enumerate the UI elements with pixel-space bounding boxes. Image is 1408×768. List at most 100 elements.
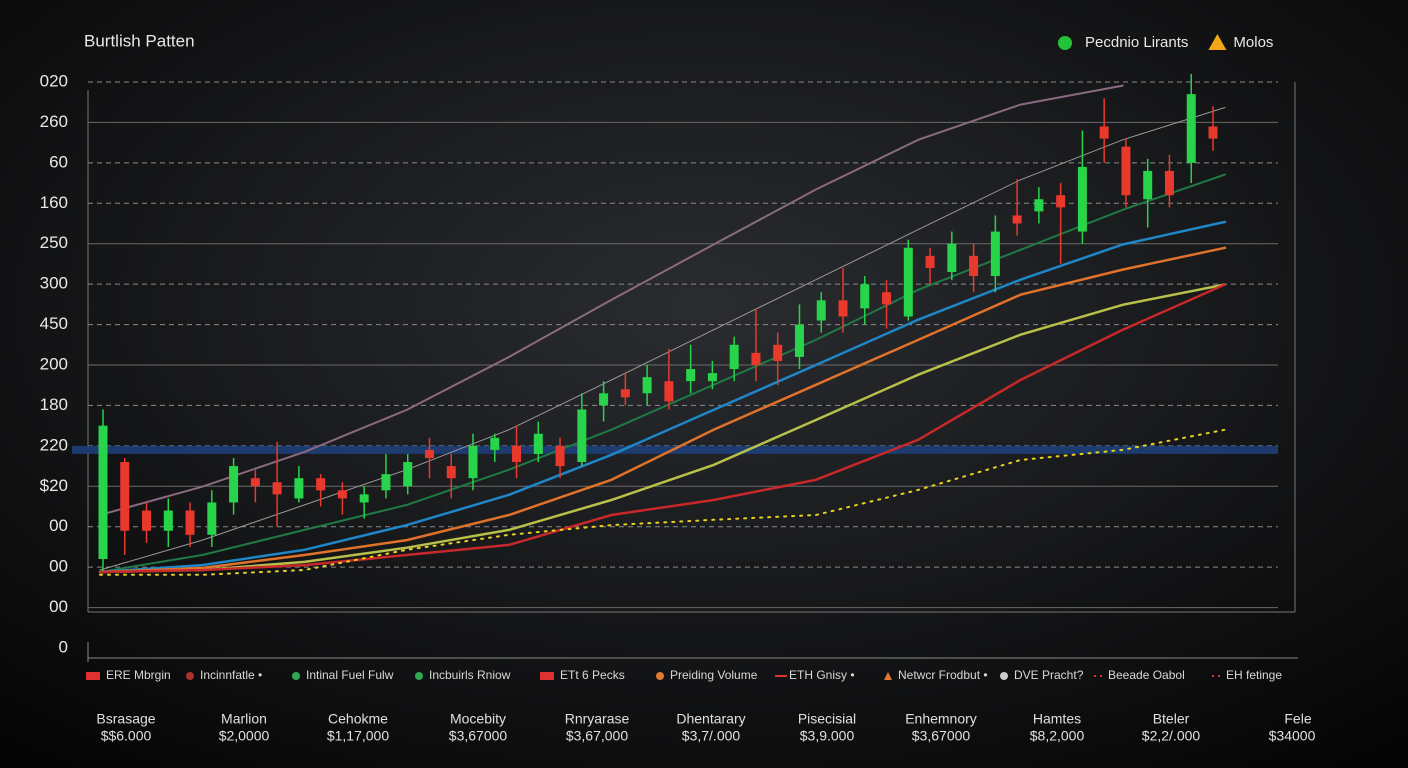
x-tick-label: Bsrasage — [96, 711, 155, 727]
candle-body — [969, 255, 979, 277]
legend-marker — [1000, 672, 1008, 680]
candle-body — [990, 231, 1000, 277]
y-tick-label: 60 — [49, 152, 68, 171]
x-tick-sublabel: $3,67000 — [449, 728, 508, 744]
x-tick-sublabel: $34000 — [1269, 728, 1316, 744]
candle-body — [446, 466, 456, 479]
y-tick-label: 220 — [40, 435, 68, 454]
legend-label: Molos — [1233, 34, 1273, 51]
candle-body — [1056, 195, 1066, 208]
candle-body — [403, 462, 413, 487]
candle-body — [860, 284, 870, 309]
candle-body — [98, 425, 108, 560]
legend-label: Incbuirls Rniow — [429, 668, 511, 682]
candle-body — [468, 445, 478, 479]
trend-line — [99, 173, 1226, 573]
candle-body — [882, 292, 892, 305]
legend-label: ETt 6 Pecks — [560, 668, 625, 682]
x-tick-label: Marlion — [221, 711, 267, 727]
legend-marker — [540, 672, 554, 680]
candle-body — [207, 502, 217, 535]
x-tick-label: Fele — [1284, 711, 1311, 727]
y-tick-label: 200 — [40, 354, 68, 373]
candle-body — [599, 393, 609, 406]
y-tick-label: 260 — [40, 112, 68, 131]
legend-marker — [1208, 34, 1227, 50]
legend-label: Pecdnio Lirants — [1085, 34, 1188, 51]
legend-marker — [292, 672, 300, 680]
trend-line — [99, 107, 1226, 571]
x-tick-label: Bteler — [1153, 711, 1190, 727]
candle-body — [381, 474, 391, 491]
candle-body — [250, 478, 260, 487]
chart-title: Burtlish Patten — [84, 31, 195, 50]
y-tick-label: 00 — [49, 597, 68, 616]
candle-body — [1186, 94, 1196, 163]
legend-marker — [186, 672, 194, 680]
y-tick-label: 250 — [40, 233, 68, 252]
candle-body — [794, 324, 804, 357]
legend-marker — [884, 672, 892, 680]
x-tick-label: Rnryarase — [565, 711, 630, 727]
legend-label: DVE Pracht? — [1014, 668, 1084, 682]
y-tick-label: 00 — [49, 557, 68, 576]
y-tick-label: 020 — [40, 71, 68, 90]
candle-body — [1099, 126, 1109, 139]
candle-body — [686, 369, 696, 382]
candle-body — [903, 247, 913, 317]
x-tick-sublabel: $8,2,000 — [1030, 728, 1085, 744]
y-tick-label: 180 — [40, 395, 68, 414]
candle-body — [1012, 215, 1022, 224]
x-tick-sublabel: $3,7/.000 — [682, 728, 741, 744]
candle-body — [577, 409, 587, 463]
candle-body — [163, 510, 173, 531]
candle-body — [316, 478, 326, 491]
x-tick-sublabel: $3,9.000 — [800, 728, 855, 744]
x-tick-label: Cehokme — [328, 711, 388, 727]
candle-body — [555, 445, 565, 467]
x-tick-label: Pisecisial — [798, 711, 856, 727]
candle-body — [294, 478, 304, 499]
candle-body — [185, 510, 195, 535]
x-tick-sublabel: $2,2/.000 — [1142, 728, 1201, 744]
legend-label: Preiding Volume — [670, 668, 758, 682]
legend-marker — [1058, 36, 1072, 50]
y-tick-label: 160 — [40, 193, 68, 212]
candle-body — [1143, 170, 1153, 200]
candle-body — [120, 462, 130, 531]
candle-body — [272, 482, 282, 495]
trend-line — [98, 220, 1227, 574]
candle-body — [490, 437, 500, 450]
candle-body — [838, 300, 848, 317]
legend-label: Intinal Fuel Fulw — [306, 668, 394, 682]
x-tick-label: Dhentarary — [676, 711, 745, 727]
candle-body — [533, 433, 543, 454]
x-tick-sublabel: $3,67,000 — [566, 728, 628, 744]
legend-marker — [415, 672, 423, 680]
candle-body — [773, 344, 783, 361]
trend-line — [99, 84, 1124, 516]
legend-label: ERE Mbrgin — [106, 668, 171, 682]
y-tick-label: 0 — [59, 637, 68, 656]
candle-body — [424, 449, 434, 458]
candle-body — [337, 490, 347, 499]
legend-label: EH fetinge — [1226, 668, 1282, 682]
x-tick-sublabel: $$6.000 — [101, 728, 152, 744]
x-tick-label: Mocebity — [450, 711, 506, 727]
candle-body — [229, 466, 239, 503]
candle-body — [512, 445, 522, 463]
trend-line — [98, 246, 1227, 574]
legend-label: Netwcr Frodbut • — [898, 668, 988, 682]
candle-body — [1208, 126, 1218, 139]
candle-body — [1034, 199, 1044, 212]
candle-body — [620, 389, 630, 398]
y-tick-label: 00 — [49, 516, 68, 535]
candle-body — [359, 494, 369, 503]
y-tick-label: 450 — [40, 314, 68, 333]
candle-body — [1164, 170, 1174, 196]
legend-marker — [86, 672, 100, 680]
candle-body — [664, 381, 674, 402]
legend-label: ETH Gnisy • — [789, 668, 855, 682]
